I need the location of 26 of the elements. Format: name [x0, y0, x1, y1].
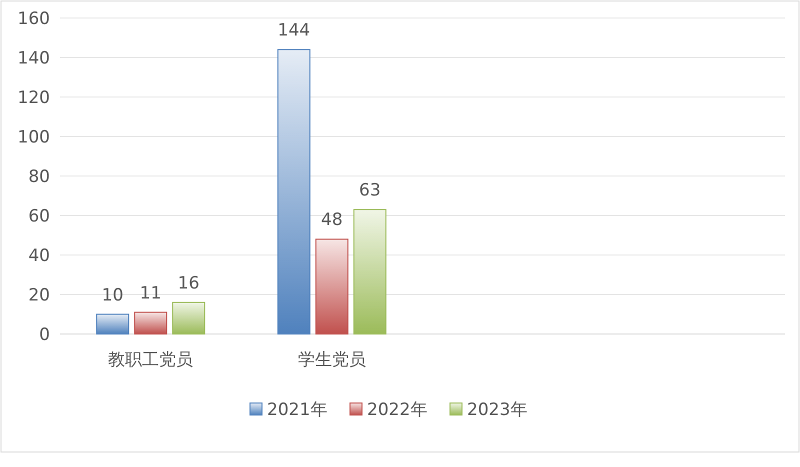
bar — [172, 302, 206, 334]
y-tick-label: 120 — [18, 88, 50, 108]
y-tick-label: 100 — [18, 128, 50, 148]
data-label: 11 — [140, 283, 162, 304]
bar — [134, 312, 168, 334]
y-tick-label: 0 — [39, 325, 50, 345]
data-label: 63 — [359, 180, 381, 201]
y-tick-label: 80 — [28, 167, 50, 187]
y-tick-label: 160 — [18, 9, 50, 29]
legend-label: 2022年 — [367, 400, 428, 420]
data-label: 10 — [102, 285, 124, 306]
x-tick-label: 学生党员 — [298, 350, 366, 370]
y-tick-label: 20 — [28, 286, 50, 306]
bar — [277, 49, 310, 334]
y-tick-label: 40 — [28, 246, 50, 266]
data-label: 48 — [321, 210, 343, 230]
bar — [96, 314, 130, 334]
y-tick-label: 140 — [18, 48, 50, 68]
data-label: 144 — [278, 20, 310, 41]
bar — [315, 238, 348, 334]
legend-label: 2021年 — [267, 400, 328, 420]
y-tick-label: 60 — [28, 206, 50, 226]
bar — [353, 209, 386, 334]
x-tick-label: 教职工党员 — [108, 350, 194, 370]
legend-label: 2023年 — [467, 400, 528, 420]
data-label: 16 — [178, 273, 200, 294]
